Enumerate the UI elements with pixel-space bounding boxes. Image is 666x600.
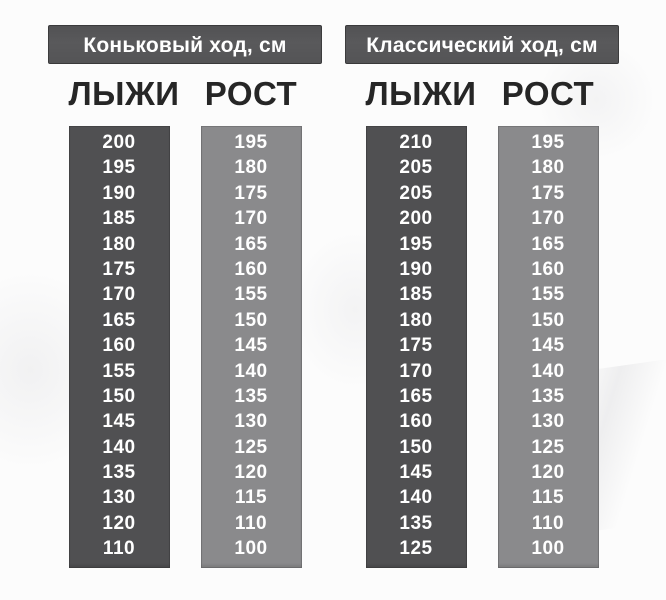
height-value: 155 (234, 284, 268, 306)
height-value: 125 (531, 436, 565, 458)
ski-length-value: 175 (399, 335, 433, 357)
height-value: 140 (531, 360, 565, 382)
classic-title: Классический ход, см (366, 34, 598, 57)
height-value: 145 (531, 335, 565, 357)
height-value: 115 (531, 487, 565, 509)
height-value: 165 (531, 233, 565, 255)
section-classic-style: Классический ход, см ЛЫЖИ РОСТ 210 205 205… (345, 25, 619, 568)
tables-container: Коньковый ход, см ЛЫЖИ РОСТ 200 195 190 185… (48, 25, 619, 568)
skate-skis-column-label: ЛЫЖИ (68, 75, 180, 112)
height-value: 170 (234, 208, 268, 230)
skate-column-labels: ЛЫЖИ РОСТ (48, 74, 322, 114)
height-value: 130 (234, 411, 268, 433)
height-value: 100 (531, 538, 565, 560)
ski-length-value: 140 (102, 436, 136, 458)
ski-length-value: 170 (102, 284, 136, 306)
height-value: 135 (234, 385, 268, 407)
classic-columns: 210 205 205 200 195 190 185 180 175 170 165 160 150 1… (345, 126, 619, 568)
ski-length-value: 135 (102, 462, 136, 484)
height-value: 120 (234, 462, 268, 484)
height-value: 145 (234, 335, 268, 357)
ski-length-value: 160 (399, 411, 433, 433)
height-value: 195 (234, 132, 268, 153)
ski-length-value: 195 (102, 157, 136, 179)
ski-length-value: 120 (102, 512, 136, 534)
ski-length-value: 125 (399, 538, 433, 560)
height-value: 175 (531, 182, 565, 204)
height-value: 130 (531, 411, 565, 433)
skate-columns: 200 195 190 185 180 175 170 165 160 155 150 145 140 1… (48, 126, 322, 568)
ski-length-value: 180 (102, 233, 136, 255)
ski-length-value: 160 (102, 335, 136, 357)
ski-length-value: 205 (399, 182, 433, 204)
ski-length-value: 190 (399, 258, 433, 280)
ski-length-value: 170 (399, 360, 433, 382)
skate-title-bar: Коньковый ход, см (48, 25, 322, 64)
ski-length-value: 200 (102, 132, 136, 153)
ski-length-value: 135 (399, 512, 433, 534)
classic-skis-column-label: ЛЫЖИ (365, 75, 477, 112)
ski-length-value: 210 (399, 132, 433, 153)
height-value: 110 (531, 512, 565, 534)
ski-length-value: 145 (102, 411, 136, 433)
ski-length-value: 150 (399, 436, 433, 458)
height-value: 160 (531, 258, 565, 280)
height-value: 100 (234, 538, 268, 560)
height-value: 110 (234, 512, 268, 534)
ski-length-value: 145 (399, 462, 433, 484)
section-skate-style: Коньковый ход, см ЛЫЖИ РОСТ 200 195 190 185… (48, 25, 322, 568)
height-value: 140 (234, 360, 268, 382)
height-value: 155 (531, 284, 565, 306)
ski-length-value: 200 (399, 208, 433, 230)
ski-length-value: 140 (399, 487, 433, 509)
height-value: 125 (234, 436, 268, 458)
height-value: 175 (234, 182, 268, 204)
skate-title: Коньковый ход, см (83, 34, 287, 57)
height-value: 195 (531, 132, 565, 153)
ski-length-value: 190 (102, 182, 136, 204)
height-value: 180 (531, 157, 565, 179)
classic-height-column: 195 180 175 170 165 160 155 150 145 140 135 130 125 1… (497, 126, 599, 568)
classic-skis-column: 210 205 205 200 195 190 185 180 175 170 165 160 150 1… (365, 126, 467, 568)
ski-length-value: 180 (399, 309, 433, 331)
height-value: 165 (234, 233, 268, 255)
height-value: 180 (234, 157, 268, 179)
height-value: 115 (234, 487, 268, 509)
ski-length-value: 150 (102, 385, 136, 407)
height-value: 135 (531, 385, 565, 407)
ski-length-value: 175 (102, 258, 136, 280)
ski-length-value: 165 (102, 309, 136, 331)
height-value: 150 (234, 309, 268, 331)
ski-length-value: 110 (102, 538, 136, 560)
ski-length-value: 185 (102, 208, 136, 230)
ski-length-value: 185 (399, 284, 433, 306)
height-value: 160 (234, 258, 268, 280)
ski-length-value: 205 (399, 157, 433, 179)
skate-skis-column: 200 195 190 185 180 175 170 165 160 155 150 145 140 1… (68, 126, 170, 568)
classic-title-bar: Классический ход, см (345, 25, 619, 64)
ski-length-value: 130 (102, 487, 136, 509)
height-value: 120 (531, 462, 565, 484)
skate-height-column: 195 180 175 170 165 160 155 150 145 140 135 130 125 1… (200, 126, 302, 568)
height-value: 150 (531, 309, 565, 331)
skate-height-column-label: РОСТ (204, 75, 298, 112)
ski-length-value: 155 (102, 360, 136, 382)
ski-length-value: 165 (399, 385, 433, 407)
ski-length-value: 195 (399, 233, 433, 255)
classic-column-labels: ЛЫЖИ РОСТ (345, 74, 619, 114)
classic-height-column-label: РОСТ (501, 75, 595, 112)
height-value: 170 (531, 208, 565, 230)
